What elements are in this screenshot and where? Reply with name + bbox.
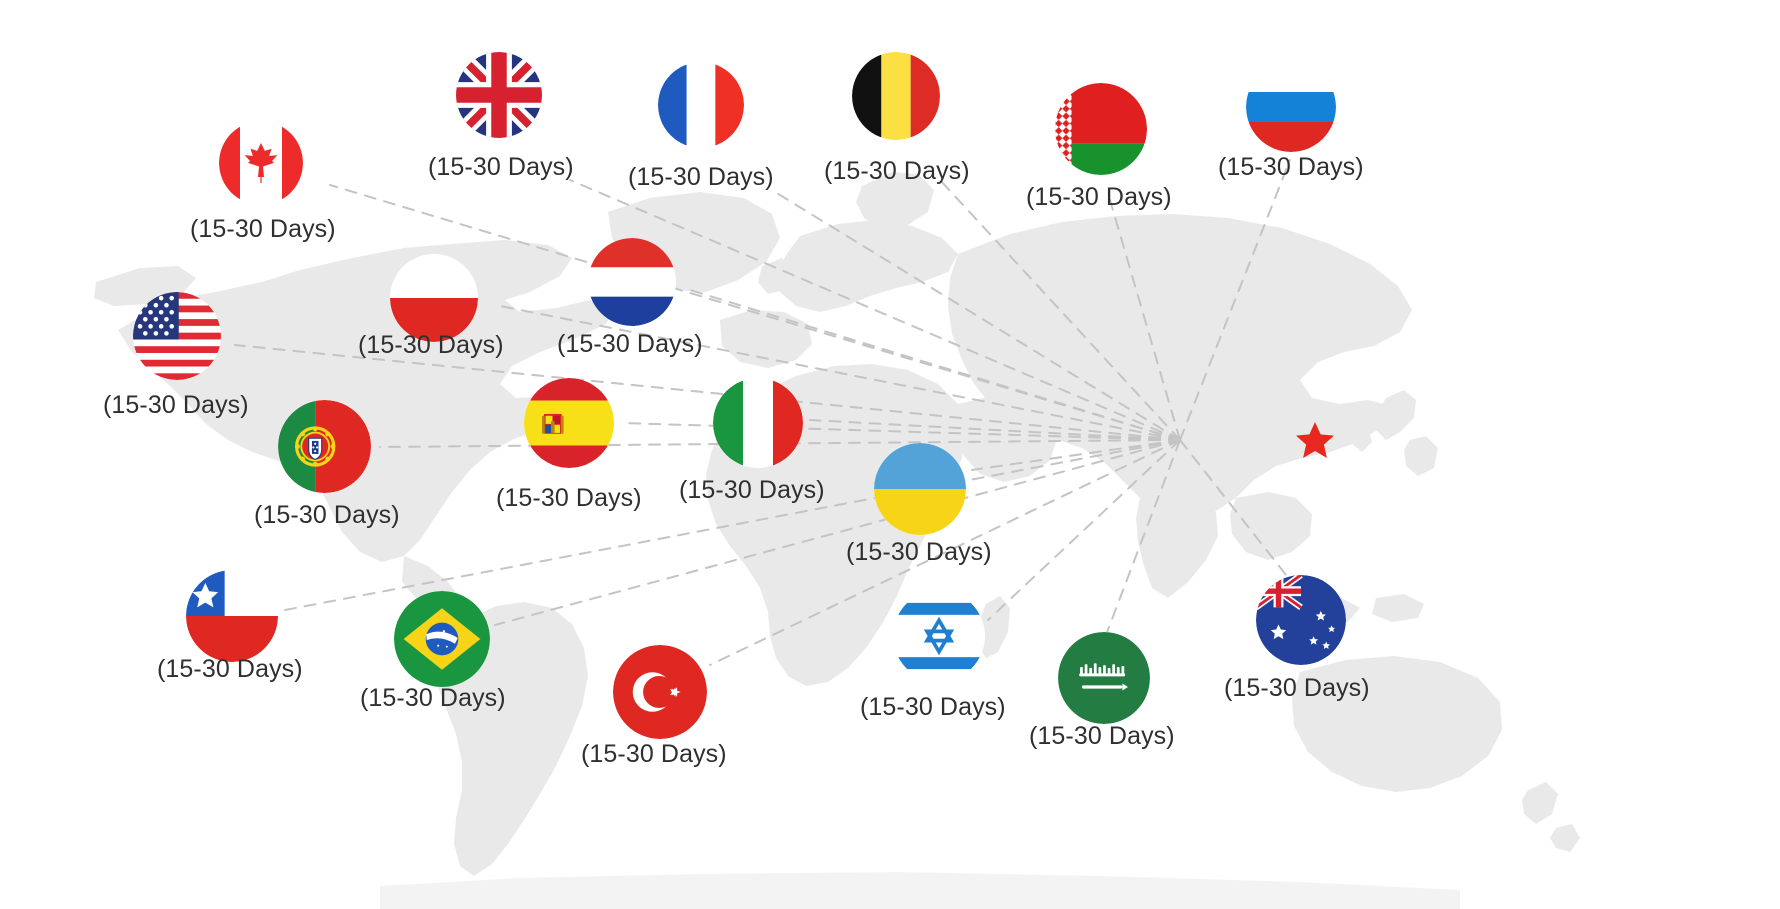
flag-portugal-icon[interactable] [278,400,371,493]
flag-brazil-icon[interactable] [394,591,490,687]
flag-israel-icon[interactable] [893,590,985,682]
delivery-time-label-united-kingdom: (15-30 Days) [428,153,574,181]
delivery-time-label-portugal: (15-30 Days) [254,501,400,529]
delivery-time-label-netherlands: (15-30 Days) [557,330,703,358]
china-origin-star-icon [1295,421,1335,459]
flag-italy-icon[interactable] [713,378,803,468]
delivery-time-label-saudi-arabia: (15-30 Days) [1029,722,1175,750]
delivery-time-label-italy: (15-30 Days) [679,476,825,504]
flag-belgium-icon[interactable] [852,52,940,140]
delivery-time-label-spain: (15-30 Days) [496,484,642,512]
flag-france-icon[interactable] [658,62,744,148]
delivery-time-label-russia: (15-30 Days) [1218,153,1364,181]
flag-poland-icon[interactable] [390,254,478,342]
flag-australia-icon[interactable] [1256,575,1346,665]
flag-russia-icon[interactable] [1246,62,1336,152]
delivery-time-label-poland: (15-30 Days) [358,331,504,359]
delivery-time-label-turkey: (15-30 Days) [581,740,727,768]
flag-chile-icon[interactable] [186,570,278,662]
flag-turkey-icon[interactable] [613,645,707,739]
flag-ukraine-icon[interactable] [874,443,966,535]
flag-saudi-arabia-icon[interactable] [1058,632,1150,724]
delivery-time-label-chile: (15-30 Days) [157,655,303,683]
flag-canada-icon[interactable] [219,121,303,205]
delivery-time-label-australia: (15-30 Days) [1224,674,1370,702]
delivery-time-label-canada: (15-30 Days) [190,215,336,243]
delivery-time-label-ukraine: (15-30 Days) [846,538,992,566]
flag-belarus-icon[interactable] [1055,83,1147,175]
delivery-time-label-united-states: (15-30 Days) [103,391,249,419]
flag-united-states-icon[interactable] [133,292,221,380]
flag-united-kingdom-icon[interactable] [456,52,542,138]
delivery-time-label-belarus: (15-30 Days) [1026,183,1172,211]
flag-spain-icon[interactable] [524,378,614,468]
delivery-time-label-israel: (15-30 Days) [860,693,1006,721]
delivery-time-label-belgium: (15-30 Days) [824,157,970,185]
flag-netherlands-icon[interactable] [588,238,676,326]
delivery-time-label-brazil: (15-30 Days) [360,684,506,712]
delivery-time-label-france: (15-30 Days) [628,163,774,191]
